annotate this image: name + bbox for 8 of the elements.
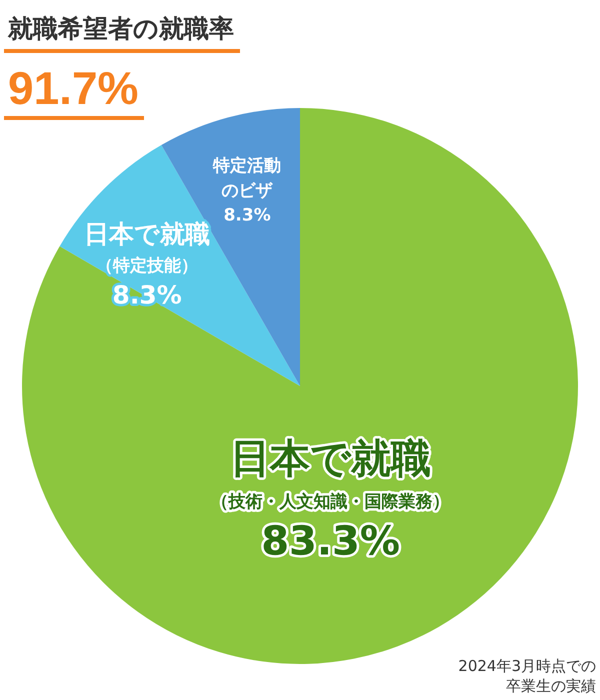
chart-subtitle: 91.7% (4, 60, 144, 120)
text: 2024年3月時点での卒業生の実績 (457, 656, 596, 696)
data-label: 83.3% (261, 518, 400, 564)
slice-label: 日本で就職（技術・人文知識・国際業務） (212, 436, 450, 512)
slice-label: 日本で就職（特定技能） (84, 220, 210, 276)
chart-title: 就職希望者の就職率 (4, 12, 240, 53)
data-label: 8.3% (224, 205, 271, 226)
slice-label: 特定活動のビザ (212, 156, 282, 201)
